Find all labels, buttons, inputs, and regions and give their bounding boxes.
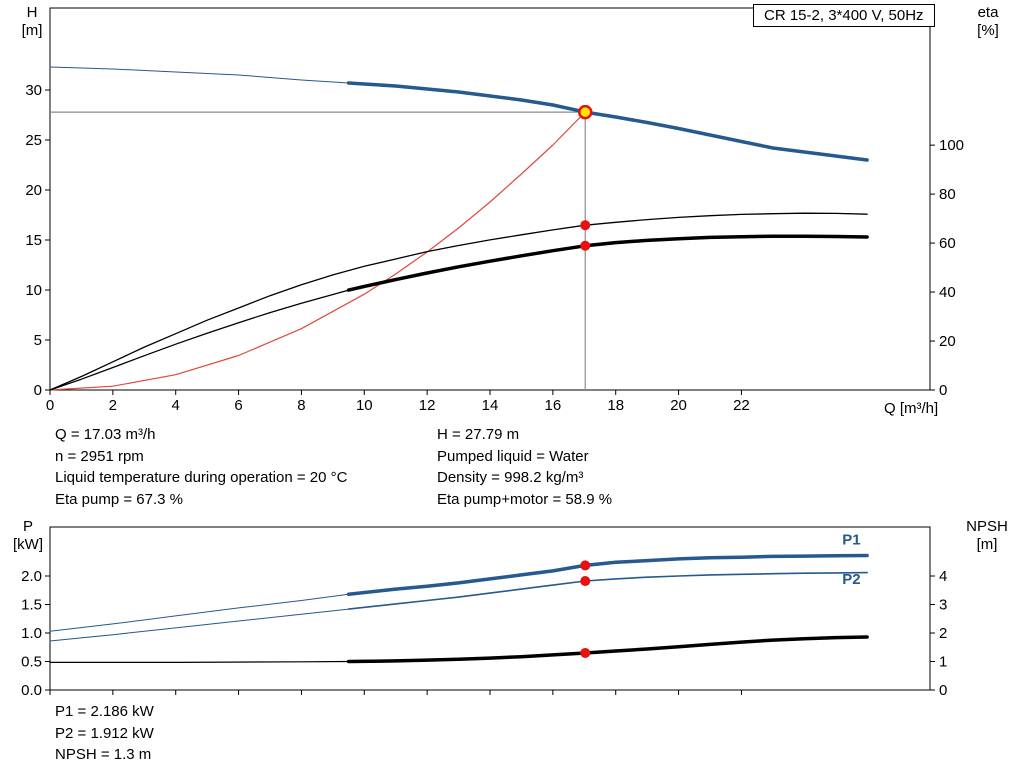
y-left-tick-label: 0.5	[21, 654, 42, 671]
y-right-tick-label: 60	[939, 235, 956, 252]
top-chart: 0 2 4 6 8 10 12 14 16 18 20 22 0 5 10 15 20 25 30 0 20 40 60 80…	[25, 7, 964, 414]
duty-head-text: H = 27.79 m	[437, 426, 520, 443]
y-left-tick-label: 1.0	[21, 625, 42, 642]
y-right-tick-label: 4	[939, 568, 947, 585]
y-left-tick-label: 5	[34, 332, 42, 349]
duty-info-right: H = 27.79 m Pumped liquid = Water Densit…	[437, 424, 612, 510]
y-left-tick-label: 0	[34, 382, 42, 399]
h-axis-label: H [m]	[12, 4, 52, 40]
pump-curve	[346, 81, 869, 162]
y-right-tick-label: 80	[939, 186, 956, 203]
y-right-tick-label: 40	[939, 284, 956, 301]
duty-flow-text: Q = 17.03 m³/h	[55, 426, 156, 443]
x-tick-label: 0	[46, 397, 54, 414]
pump-model-box: CR 15-2, 3*400 V, 50Hz	[753, 4, 935, 27]
eta-axis-label: eta [%]	[964, 4, 1012, 40]
y-right-tick-label: 0	[939, 382, 947, 399]
npsh-curve-extension	[49, 660, 350, 664]
curve-label-P1: P1	[842, 532, 860, 549]
p1-value-text: P1 = 2.186 kW	[55, 703, 154, 720]
y-left-tick-label: 25	[25, 132, 42, 149]
x-tick-label: 22	[733, 397, 750, 414]
duty-temperature-text: Liquid temperature during operation = 20…	[55, 469, 348, 486]
npsh-axis-unit: [m]	[976, 536, 998, 553]
eta-pump-motor-extension	[49, 289, 350, 391]
y-right-tick-label: 2	[939, 625, 947, 642]
y-left-tick-label: 15	[25, 232, 42, 249]
y-right-tick-label: 0	[939, 682, 947, 699]
x-tick-label: 20	[670, 397, 687, 414]
x-tick-label: 18	[607, 397, 624, 414]
y-right-tick-label: 20	[939, 333, 956, 350]
p2-point	[580, 576, 591, 587]
p-axis-unit: [kW]	[13, 536, 43, 553]
duty-info-left: Q = 17.03 m³/h n = 2951 rpm Liquid tempe…	[55, 424, 347, 510]
p2-value-text: P2 = 1.912 kW	[55, 724, 154, 742]
p1-curve	[346, 553, 869, 597]
eta-pump-point	[580, 220, 591, 231]
duty-eta-pump-text: Eta pump = 67.3 %	[55, 490, 183, 508]
pump-model-label: CR 15-2, 3*400 V, 50Hz	[764, 7, 924, 24]
curve-label-P2: P2	[842, 571, 860, 588]
eta-pump-curve	[49, 212, 868, 391]
duty-speed-text: n = 2951 rpm	[55, 447, 144, 465]
y-left-tick-label: 1.5	[21, 597, 42, 614]
eta-axis-symbol: eta	[977, 4, 999, 21]
duty-point[interactable]	[577, 104, 593, 120]
y-left-tick-label: 20	[25, 182, 42, 199]
eta-axis-unit: [%]	[977, 22, 999, 39]
eta-pump-motor-curve	[346, 234, 869, 292]
duty-liquid-text: Pumped liquid = Water	[437, 447, 589, 465]
p1-point	[580, 560, 591, 571]
npsh-value-text: NPSH = 1.3 m	[55, 746, 152, 763]
x-tick-label: 10	[356, 397, 373, 414]
h-axis-unit: [m]	[21, 22, 43, 39]
npsh-curve	[346, 635, 869, 664]
x-tick-label: 14	[482, 397, 499, 414]
power-info: P1 = 2.186 kW P2 = 1.912 kW NPSH = 1.3 m	[55, 701, 154, 766]
x-tick-label: 4	[172, 397, 180, 414]
npsh-axis-label: NPSH [m]	[956, 518, 1018, 554]
y-left-tick-label: 30	[25, 82, 42, 99]
eta-pump-motor-point	[580, 240, 591, 251]
h-axis-symbol: H	[26, 4, 38, 21]
bottom-plot-frame	[49, 526, 931, 691]
y-right-tick-label: 1	[939, 654, 947, 671]
p2-curve	[347, 571, 868, 610]
duty-eta-total-text: Eta pump+motor = 58.9 %	[437, 490, 613, 508]
y-right-tick-label: 100	[939, 137, 964, 154]
system-curve	[49, 111, 586, 391]
p1-curve-extension	[49, 593, 350, 632]
p-axis-label: P [kW]	[4, 518, 52, 554]
q-axis-label: Q [m³/h]	[884, 400, 939, 417]
npsh-point	[580, 647, 591, 658]
x-tick-label: 2	[109, 397, 117, 414]
x-tick-label: 6	[234, 397, 242, 414]
p-axis-symbol: P	[22, 518, 33, 535]
x-tick-label: 8	[297, 397, 305, 414]
duty-density-text: Density = 998.2 kg/m³	[437, 469, 584, 486]
y-left-tick-label: 2.0	[21, 568, 42, 585]
y-left-tick-label: 0.0	[21, 682, 42, 699]
bottom-chart: 0.0 0.5 1.0 1.5 2.0 0 1 2 3 4 P1 P2	[21, 526, 947, 699]
pump-curve-extension	[49, 66, 350, 84]
p2-curve-extension	[49, 608, 350, 642]
x-tick-label: 16	[545, 397, 562, 414]
x-tick-label: 12	[419, 397, 436, 414]
y-left-tick-label: 10	[25, 282, 42, 299]
npsh-axis-symbol: NPSH	[966, 518, 1008, 535]
y-right-tick-label: 3	[939, 597, 947, 614]
top-plot-frame	[49, 7, 931, 391]
